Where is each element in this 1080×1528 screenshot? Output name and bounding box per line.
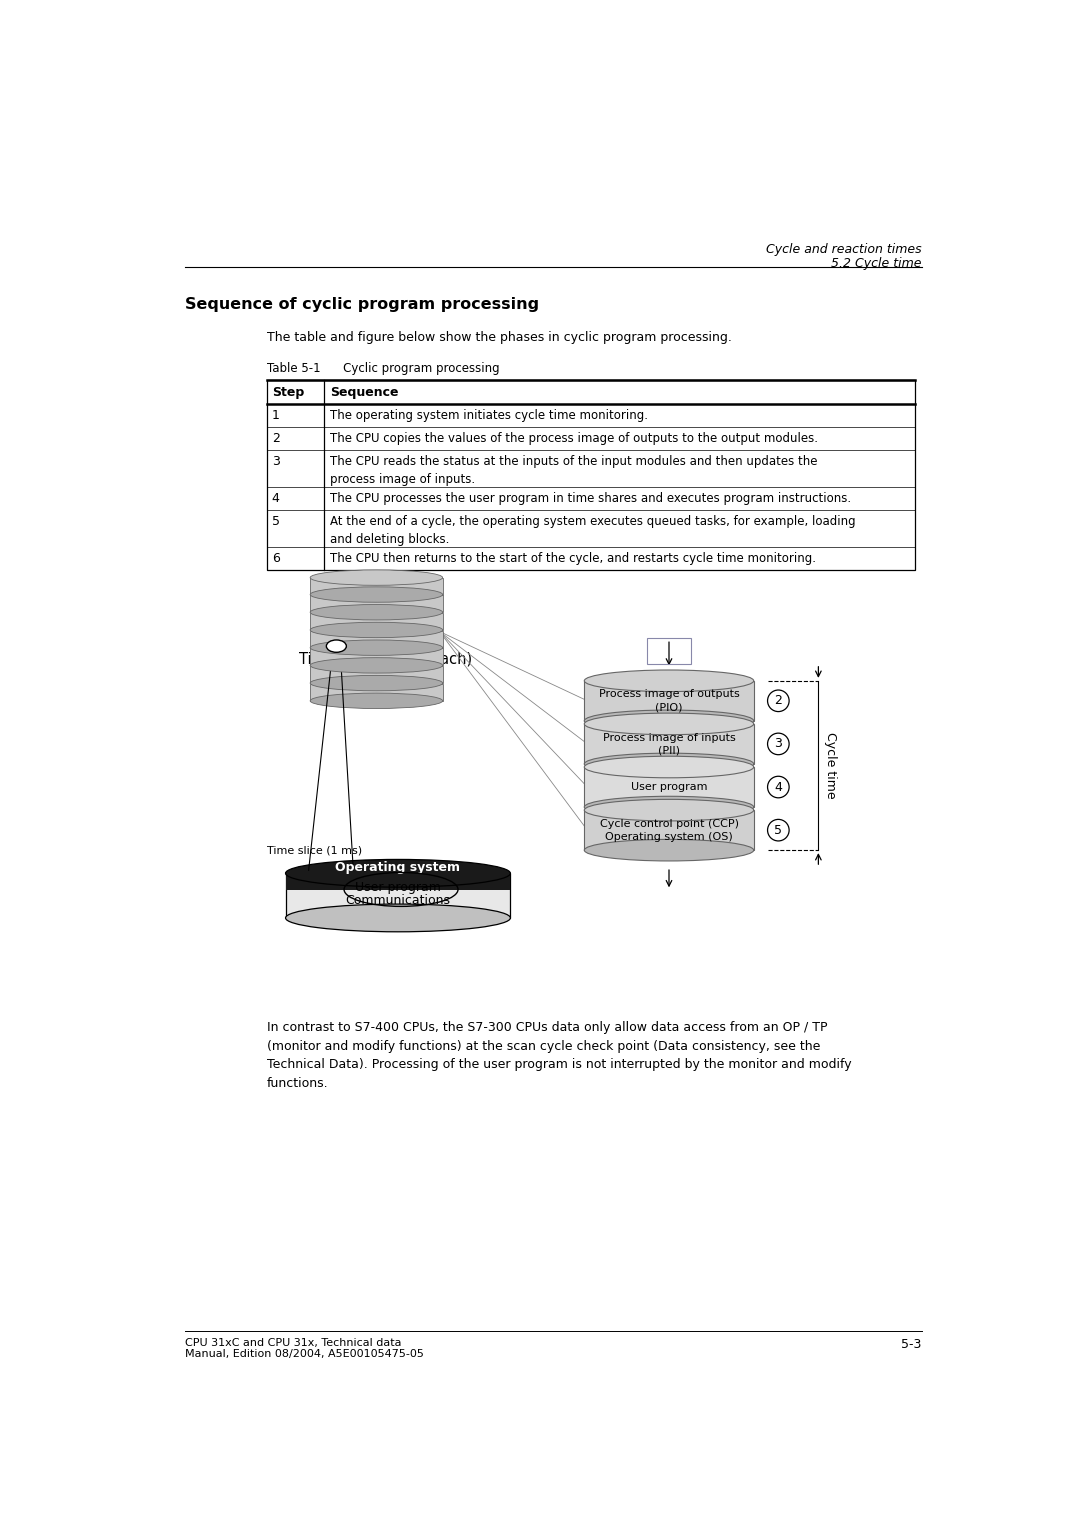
Ellipse shape <box>310 675 443 691</box>
Text: 4: 4 <box>272 492 280 506</box>
Text: Sequence of cyclic program processing: Sequence of cyclic program processing <box>186 298 540 312</box>
Text: The operating system initiates cycle time monitoring.: The operating system initiates cycle tim… <box>330 410 648 422</box>
Text: Table 5-1      Cyclic program processing: Table 5-1 Cyclic program processing <box>267 362 500 374</box>
Text: The CPU reads the status at the inputs of the input modules and then updates the: The CPU reads the status at the inputs o… <box>330 455 818 486</box>
Text: Process image of outputs
(PIO): Process image of outputs (PIO) <box>598 689 740 712</box>
Text: 6: 6 <box>272 552 280 565</box>
Ellipse shape <box>584 711 754 732</box>
Bar <box>310 613 443 630</box>
Ellipse shape <box>326 640 347 652</box>
Text: 2: 2 <box>774 694 782 707</box>
Text: Time slice (1 ms): Time slice (1 ms) <box>267 845 362 856</box>
Ellipse shape <box>310 694 443 709</box>
Text: The CPU then returns to the start of the cycle, and restarts cycle time monitori: The CPU then returns to the start of the… <box>330 552 816 565</box>
Ellipse shape <box>584 753 754 775</box>
Text: The table and figure below show the phases in cyclic program processing.: The table and figure below show the phas… <box>267 332 732 344</box>
Circle shape <box>768 776 789 798</box>
Text: Sequence: Sequence <box>330 387 399 399</box>
Text: At the end of a cycle, the operating system executes queued tasks, for example, : At the end of a cycle, the operating sys… <box>330 515 855 545</box>
Circle shape <box>768 733 789 755</box>
Bar <box>584 681 754 721</box>
Bar <box>285 874 511 918</box>
Ellipse shape <box>310 570 443 585</box>
Bar <box>584 724 754 764</box>
Ellipse shape <box>285 905 511 932</box>
Text: 2: 2 <box>272 432 280 445</box>
Bar <box>310 666 443 683</box>
Circle shape <box>768 819 789 840</box>
Bar <box>647 637 690 663</box>
Circle shape <box>768 691 789 712</box>
Ellipse shape <box>584 796 754 817</box>
Bar <box>310 648 443 665</box>
Text: Operating system: Operating system <box>336 860 460 874</box>
Text: 5-3: 5-3 <box>901 1339 921 1351</box>
Ellipse shape <box>584 839 754 860</box>
Text: CPU 31xC and CPU 31x, Technical data: CPU 31xC and CPU 31x, Technical data <box>186 1339 402 1348</box>
Ellipse shape <box>584 756 754 778</box>
Text: In contrast to S7-400 CPUs, the S7-300 CPUs data only allow data access from an : In contrast to S7-400 CPUs, the S7-300 C… <box>267 1021 852 1089</box>
Bar <box>310 685 443 701</box>
Ellipse shape <box>310 605 443 620</box>
Text: 3: 3 <box>272 455 280 468</box>
Ellipse shape <box>584 799 754 821</box>
Text: Cycle control point (CCP)
Operating system (OS): Cycle control point (CCP) Operating syst… <box>599 819 739 842</box>
Text: The CPU copies the values of the process image of outputs to the output modules.: The CPU copies the values of the process… <box>330 432 819 445</box>
Text: Process image of inputs
(PII): Process image of inputs (PII) <box>603 732 735 755</box>
Ellipse shape <box>310 587 443 602</box>
Text: 5.2 Cycle time: 5.2 Cycle time <box>832 257 921 270</box>
Bar <box>310 631 443 648</box>
Bar <box>584 767 754 807</box>
Ellipse shape <box>310 640 443 656</box>
Ellipse shape <box>584 714 754 735</box>
Bar <box>285 874 511 891</box>
Bar <box>267 380 916 570</box>
Bar <box>310 596 443 613</box>
Bar <box>310 578 443 594</box>
Ellipse shape <box>285 859 511 888</box>
Text: User program: User program <box>631 782 707 792</box>
Text: 1: 1 <box>272 410 280 422</box>
Text: The CPU processes the user program in time shares and executes program instructi: The CPU processes the user program in ti… <box>330 492 851 506</box>
Text: Time slices (1 ms each): Time slices (1 ms each) <box>299 651 473 666</box>
Ellipse shape <box>310 657 443 672</box>
Text: Communications: Communications <box>346 894 450 908</box>
Text: Cycle time: Cycle time <box>824 732 837 799</box>
Text: Cycle and reaction times: Cycle and reaction times <box>766 243 921 257</box>
Text: 3: 3 <box>774 738 782 750</box>
Text: Step: Step <box>272 387 303 399</box>
Text: Manual, Edition 08/2004, A5E00105475-05: Manual, Edition 08/2004, A5E00105475-05 <box>186 1349 424 1358</box>
Bar <box>584 810 754 850</box>
Text: 5: 5 <box>272 515 280 529</box>
Text: User program: User program <box>355 880 441 894</box>
Text: 4: 4 <box>774 781 782 793</box>
Ellipse shape <box>310 622 443 637</box>
Text: 5: 5 <box>774 824 782 837</box>
Ellipse shape <box>584 669 754 692</box>
